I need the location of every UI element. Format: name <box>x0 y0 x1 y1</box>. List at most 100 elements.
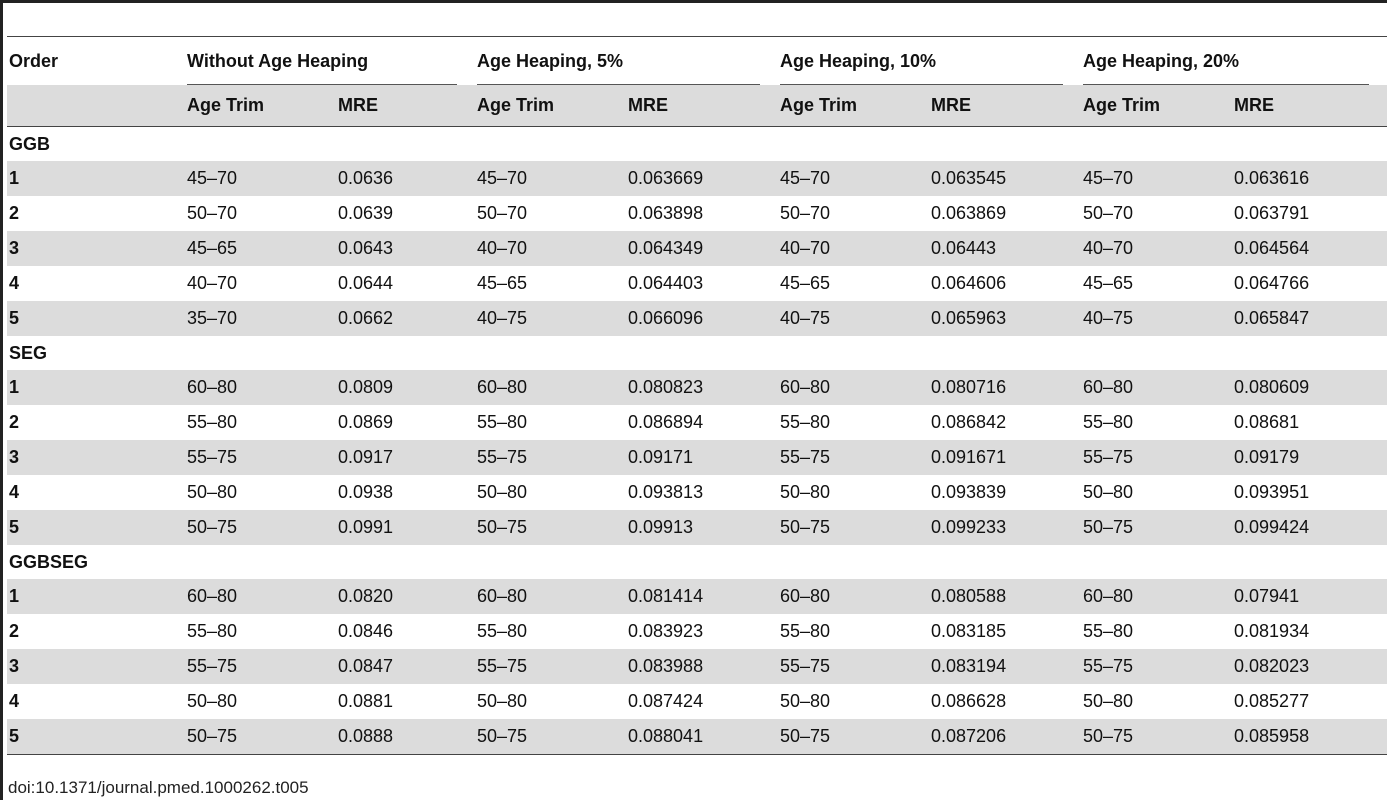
mre-cell: 0.064606 <box>931 273 1007 293</box>
table-row: 5 50–75 0.0888 50–75 0.088041 50–75 0.087206 50… <box>7 719 1387 755</box>
mre-cell: 0.066096 <box>626 301 778 336</box>
age-trim-cell: 60–80 <box>475 370 626 405</box>
mre-cell: 0.085277 <box>1234 691 1310 711</box>
age-trim-cell: 50–75 <box>778 510 929 545</box>
row-order-cell: 5 <box>7 510 185 545</box>
age-trim-cell: 50–70 <box>1083 203 1134 223</box>
age-trim-cell: 45–70 <box>185 161 336 196</box>
age-trim-cell: 40–70 <box>1081 231 1233 266</box>
row-order-cell: 5 <box>7 719 185 755</box>
mre-cell: 0.085958 <box>1232 719 1387 755</box>
mre-cell: 0.080716 <box>929 370 1082 405</box>
age-trim-cell: 50–80 <box>780 691 831 711</box>
table-row: 3 55–75 0.0847 55–75 0.083988 55–75 0.083194 55… <box>7 649 1387 684</box>
age-trim-cell: 50–75 <box>475 719 626 755</box>
row-order-cell: 3 <box>7 649 185 684</box>
table-row: 3 45–65 0.0643 40–70 0.064349 40–70 0.06443 40–… <box>7 231 1387 266</box>
table-row: 2 55–80 0.0846 55–80 0.083923 55–80 0.083185 55… <box>7 614 1387 649</box>
row-order-cell: 4 <box>9 273 20 293</box>
mre-cell: 0.08681 <box>1234 412 1300 432</box>
mre-cell: 0.0847 <box>336 649 475 684</box>
header-mre: MRE <box>929 85 1082 127</box>
mre-cell: 0.0938 <box>338 482 394 502</box>
mre-cell: 0.064349 <box>626 231 778 266</box>
age-trim-cell: 40–75 <box>778 301 929 336</box>
section-header-row: GGBSEG <box>7 545 1387 579</box>
age-trim-cell: 45–70 <box>778 161 929 196</box>
table-row: 5 35–70 0.0662 40–75 0.066096 40–75 0.065963 40… <box>7 301 1387 336</box>
age-trim-cell: 45–65 <box>1083 273 1134 293</box>
mre-cell: 0.083923 <box>628 621 704 641</box>
age-trim-cell: 55–75 <box>185 440 336 475</box>
header-group-without-heaping: Without Age Heaping <box>185 36 475 85</box>
row-order-cell: 2 <box>9 203 20 223</box>
mre-cell: 0.0643 <box>336 231 475 266</box>
age-trim-cell: 50–70 <box>187 203 238 223</box>
table-row: 5 50–75 0.0991 50–75 0.09913 50–75 0.099233 50–… <box>7 510 1387 545</box>
mre-cell: 0.080823 <box>626 370 778 405</box>
section-header-row: SEG <box>7 336 1387 370</box>
mre-cell: 0.081414 <box>626 579 778 614</box>
age-trim-cell: 55–75 <box>778 649 929 684</box>
age-trim-cell: 50–80 <box>187 482 238 502</box>
age-trim-cell: 50–80 <box>477 482 528 502</box>
mre-cell: 0.0869 <box>338 412 394 432</box>
header-mre: MRE <box>336 85 475 127</box>
table-row: 4 50–80 0.0881 50–80 0.087424 50–80 0.086628 50… <box>7 684 1387 719</box>
mre-cell: 0.0991 <box>336 510 475 545</box>
table-row: 2 55–80 0.0869 55–80 0.086894 55–80 0.086842 55… <box>7 405 1387 440</box>
mre-cell: 0.0809 <box>336 370 475 405</box>
age-trim-cell: 40–70 <box>778 231 929 266</box>
age-trim-cell: 55–80 <box>187 621 238 641</box>
row-order-cell: 3 <box>7 440 185 475</box>
age-trim-cell: 50–75 <box>185 719 336 755</box>
header-order: Order <box>7 36 185 85</box>
row-order-cell: 3 <box>7 231 185 266</box>
mre-cell: 0.082023 <box>1232 649 1387 684</box>
header-group-heaping-20: Age Heaping, 20% <box>1081 36 1387 85</box>
section-label: GGBSEG <box>9 551 89 572</box>
age-trim-cell: 50–75 <box>1081 510 1233 545</box>
age-trim-cell: 50–75 <box>185 510 336 545</box>
row-order-cell: 2 <box>9 412 20 432</box>
age-trim-cell: 60–80 <box>778 579 929 614</box>
mre-cell: 0.083185 <box>931 621 1007 641</box>
header-age-trim: Age Trim <box>778 85 929 127</box>
age-trim-cell: 60–80 <box>185 579 336 614</box>
age-trim-cell: 60–80 <box>1081 370 1233 405</box>
age-trim-cell: 40–75 <box>475 301 626 336</box>
mre-cell: 0.083988 <box>626 649 778 684</box>
age-trim-cell: 55–80 <box>1083 621 1134 641</box>
mre-cell: 0.081934 <box>1234 621 1310 641</box>
mre-cell: 0.091671 <box>929 440 1082 475</box>
age-trim-cell: 50–75 <box>1081 719 1233 755</box>
age-trim-cell: 55–75 <box>475 440 626 475</box>
mre-cell: 0.099233 <box>929 510 1082 545</box>
mre-cell: 0.063869 <box>931 203 1007 223</box>
mre-cell: 0.063545 <box>929 161 1082 196</box>
age-trim-cell: 55–75 <box>1081 440 1233 475</box>
age-trim-cell: 55–80 <box>1083 412 1134 432</box>
mre-cell: 0.093951 <box>1234 482 1310 502</box>
header-row-subcolumns: Age Trim MRE Age Trim MRE Age Trim MRE A… <box>7 85 1387 127</box>
age-trim-cell: 55–80 <box>477 412 528 432</box>
table-row: 4 50–80 0.0938 50–80 0.093813 50–80 0.093839 50… <box>7 475 1387 510</box>
age-trim-cell: 45–65 <box>185 231 336 266</box>
mre-cell: 0.064564 <box>1232 231 1387 266</box>
mre-cell: 0.0917 <box>336 440 475 475</box>
mre-cell: 0.093813 <box>628 482 704 502</box>
mre-cell: 0.080609 <box>1232 370 1387 405</box>
header-order-spacer <box>7 85 185 127</box>
mre-cell: 0.063791 <box>1234 203 1310 223</box>
mre-cell: 0.09179 <box>1232 440 1387 475</box>
doi-caption: doi:10.1371/journal.pmed.1000262.t005 <box>8 778 309 797</box>
mre-cell: 0.087424 <box>628 691 704 711</box>
section-label: SEG <box>9 342 48 363</box>
mre-cell: 0.0662 <box>336 301 475 336</box>
mre-cell: 0.064766 <box>1234 273 1310 293</box>
age-trim-cell: 55–75 <box>778 440 929 475</box>
table-row: 1 60–80 0.0809 60–80 0.080823 60–80 0.080716 60… <box>7 370 1387 405</box>
age-trim-cell: 55–80 <box>780 621 831 641</box>
table-row: 3 55–75 0.0917 55–75 0.09171 55–75 0.091671 55–… <box>7 440 1387 475</box>
mre-cell: 0.0639 <box>338 203 394 223</box>
